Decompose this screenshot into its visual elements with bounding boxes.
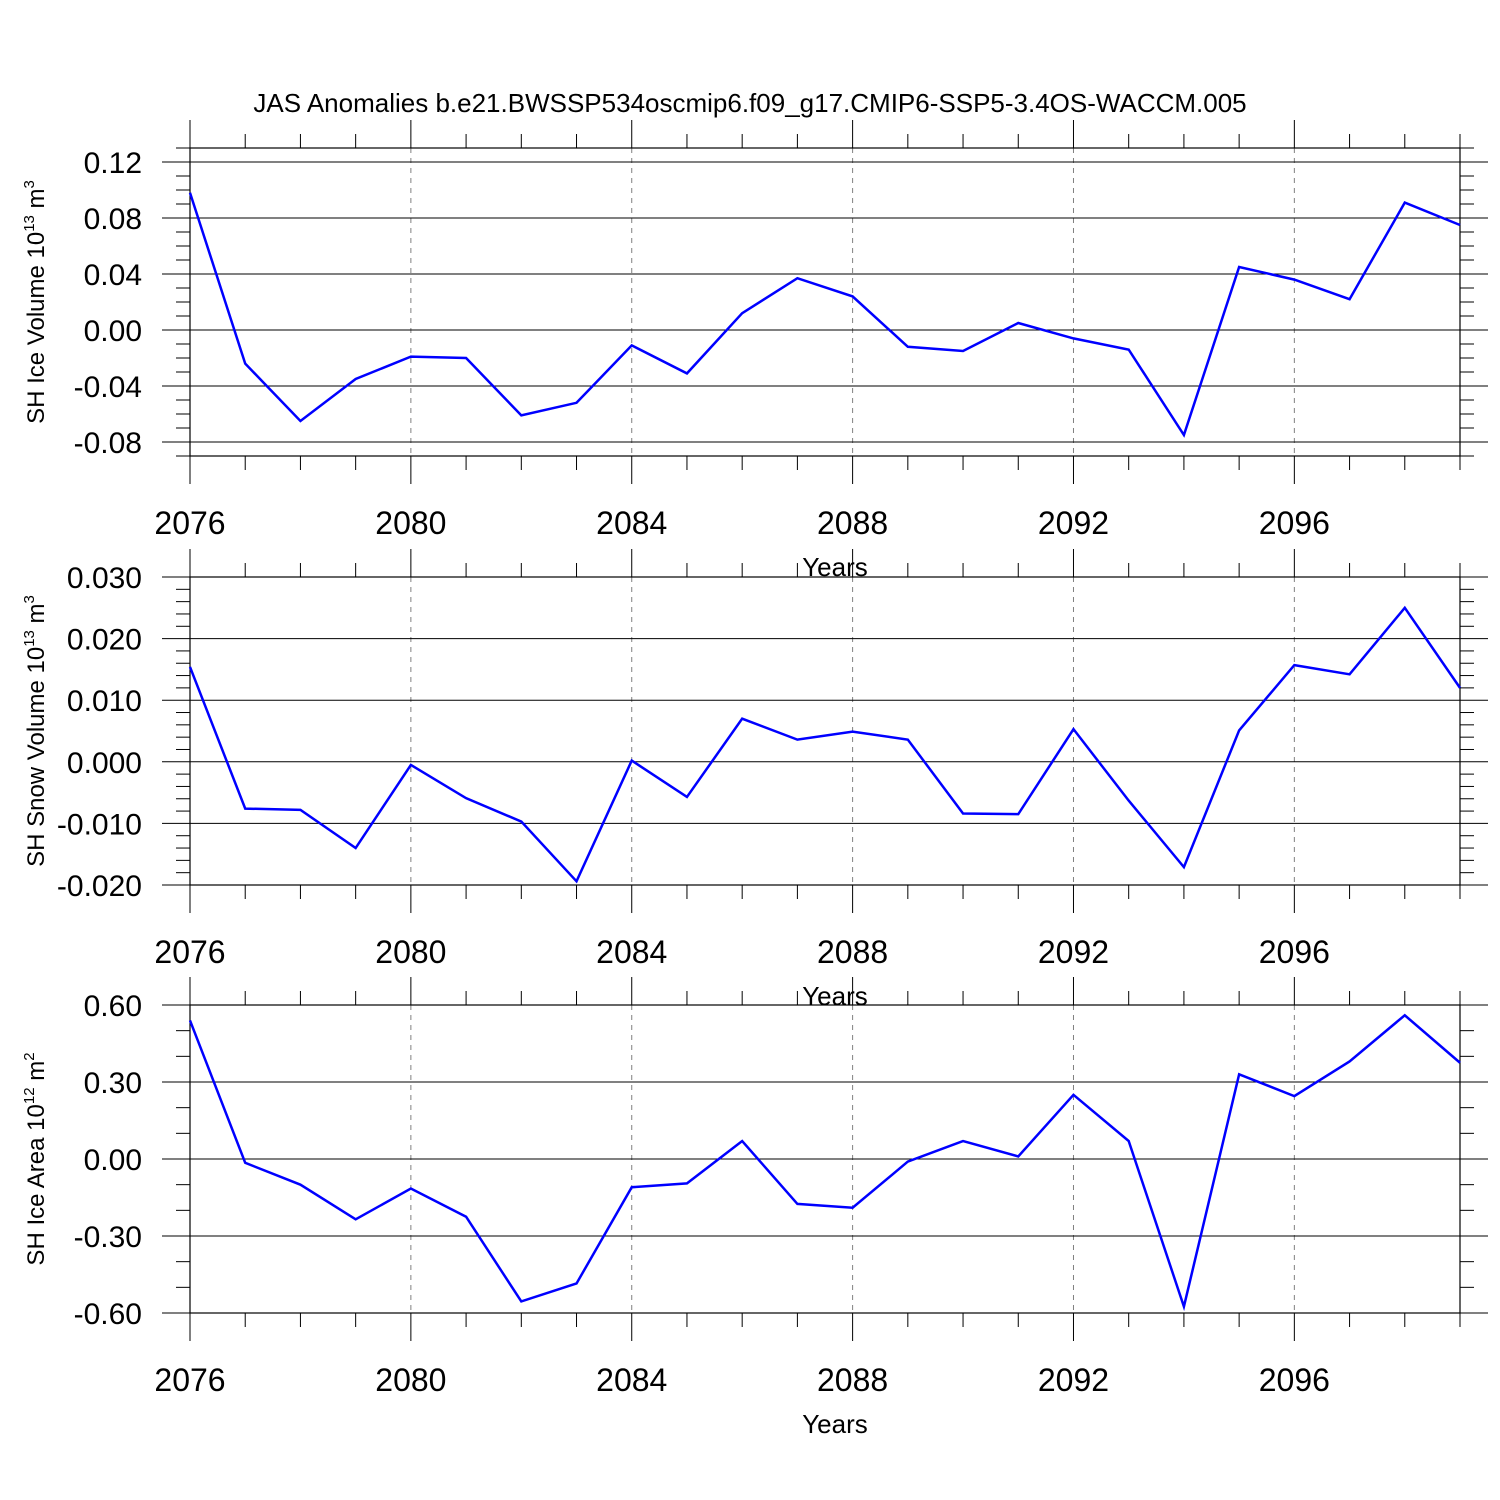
y-tick-label: 0.000 (67, 747, 142, 780)
y-tick-label: -0.010 (57, 808, 142, 841)
plot-frame (189, 147, 1461, 457)
x-tick-label: 2092 (1038, 505, 1109, 541)
x-tick-label: 2088 (817, 1362, 888, 1398)
y-tick-label: 0.020 (67, 624, 142, 657)
y-axis-label: SH Ice Area 1012 m2 (21, 1052, 50, 1265)
y-axis-label-unit-exp: 3 (21, 180, 38, 188)
y-tick-label: 0.30 (84, 1067, 142, 1100)
x-tick-label: 2076 (154, 505, 225, 541)
chart-panel-2: -0.020 -0.010 0.000 0.010 0.020 0.030 2076 2080… (21, 549, 1488, 1011)
y-tick-label: 0.00 (84, 315, 142, 348)
series-line (188, 1013, 1461, 1312)
y-axis-label: SH Snow Volume 1013 m3 (21, 595, 50, 867)
x-tick-label: 2080 (375, 505, 446, 541)
y-tick-label: 0.12 (84, 147, 142, 180)
x-tick-label: 2080 (375, 1362, 446, 1398)
y-axis-label-unit: m (23, 603, 50, 630)
y-tick-label: 0.010 (67, 685, 142, 718)
chart-panel-1: -0.08 -0.04 0.00 0.04 0.08 0.12 2076 2080 2084 20… (21, 120, 1488, 582)
x-tick-label: 2092 (1038, 1362, 1109, 1398)
x-tick-label: 2080 (375, 934, 446, 970)
x-tick-label: 2096 (1259, 505, 1330, 541)
y-tick-label: -0.04 (74, 371, 142, 404)
figure-title: JAS Anomalies b.e21.BWSSP534oscmip6.f09_… (253, 88, 1246, 118)
y-tick-label: -0.60 (74, 1298, 142, 1331)
x-axis-label: Years (802, 1409, 868, 1439)
plot-frame (189, 576, 1461, 886)
y-axis-label-exp: 12 (21, 1087, 38, 1104)
x-tick-label: 2092 (1038, 934, 1109, 970)
y-axis-label-text: SH Ice Area 10 (23, 1104, 50, 1265)
y-tick-label: 0.08 (84, 203, 142, 236)
y-axis-label-unit: m (23, 188, 50, 215)
y-axis-label-unit: m (23, 1061, 50, 1088)
x-tick-label: 2084 (596, 1362, 667, 1398)
y-axis-label-text: SH Snow Volume 10 (23, 647, 50, 867)
series-line (188, 605, 1462, 884)
x-tick-label: 2088 (817, 934, 888, 970)
x-tick-label: 2076 (154, 1362, 225, 1398)
chart-panel-3: -0.60 -0.30 0.00 0.30 0.60 2076 2080 2084 2088 20… (21, 977, 1488, 1439)
x-tick-label: 2088 (817, 505, 888, 541)
x-tick-label: 2084 (596, 505, 667, 541)
y-axis-label-unit-exp: 3 (21, 595, 38, 603)
y-tick-label: -0.020 (57, 870, 142, 903)
y-tick-label: 0.00 (84, 1144, 142, 1177)
x-axis-label: Years (802, 981, 868, 1011)
y-tick-label: 0.04 (84, 259, 142, 292)
y-axis-label-exp: 13 (21, 630, 38, 647)
y-axis-label-exp: 13 (21, 215, 38, 232)
x-tick-label: 2084 (596, 934, 667, 970)
y-tick-label: 0.60 (84, 990, 142, 1023)
y-tick-label: 0.030 (67, 562, 142, 595)
y-tick-label: -0.30 (74, 1221, 142, 1254)
series-line (188, 192, 1461, 438)
y-axis-label-text: SH Ice Volume 10 (23, 232, 50, 424)
x-tick-label: 2096 (1259, 934, 1330, 970)
y-axis-label: SH Ice Volume 1013 m3 (21, 180, 50, 424)
x-tick-label: 2076 (154, 934, 225, 970)
y-tick-label: -0.08 (74, 427, 142, 460)
x-tick-label: 2096 (1259, 1362, 1330, 1398)
y-axis-label-unit-exp: 2 (21, 1052, 38, 1060)
